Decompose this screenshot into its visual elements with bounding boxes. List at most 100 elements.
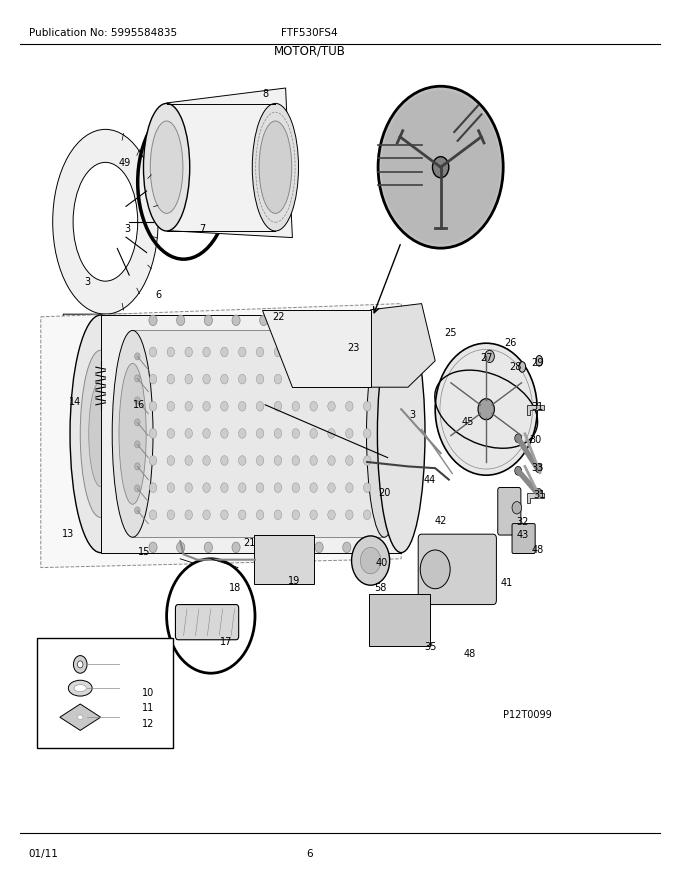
Ellipse shape <box>367 330 402 537</box>
Circle shape <box>310 401 318 411</box>
Circle shape <box>239 401 246 411</box>
Circle shape <box>149 401 156 411</box>
Circle shape <box>345 401 353 411</box>
Circle shape <box>352 536 390 585</box>
Circle shape <box>149 510 156 519</box>
Circle shape <box>220 483 228 493</box>
Circle shape <box>135 463 140 470</box>
Ellipse shape <box>259 121 292 213</box>
Text: 3: 3 <box>409 410 416 421</box>
Circle shape <box>315 542 323 553</box>
Circle shape <box>256 401 264 411</box>
Circle shape <box>220 347 228 357</box>
Ellipse shape <box>73 162 137 281</box>
Text: 10: 10 <box>142 687 154 698</box>
Text: FTF530FS4: FTF530FS4 <box>281 28 338 39</box>
Circle shape <box>220 401 228 411</box>
Circle shape <box>310 429 318 438</box>
Circle shape <box>310 347 318 357</box>
Circle shape <box>203 401 210 411</box>
Circle shape <box>345 456 353 466</box>
Circle shape <box>328 347 335 357</box>
Circle shape <box>167 401 175 411</box>
Text: 28: 28 <box>509 362 522 372</box>
Circle shape <box>328 401 335 411</box>
Ellipse shape <box>78 715 83 720</box>
Circle shape <box>177 542 185 553</box>
Text: 43: 43 <box>516 530 528 540</box>
Circle shape <box>360 547 381 574</box>
Circle shape <box>328 510 335 519</box>
FancyBboxPatch shape <box>498 488 521 535</box>
Circle shape <box>343 315 351 326</box>
Circle shape <box>167 559 255 673</box>
Circle shape <box>364 429 371 438</box>
Circle shape <box>232 315 240 326</box>
Text: 15: 15 <box>138 546 150 557</box>
Circle shape <box>203 374 210 384</box>
Polygon shape <box>167 88 292 238</box>
Text: 31: 31 <box>533 489 545 500</box>
Polygon shape <box>133 330 384 537</box>
Text: 20: 20 <box>378 488 390 498</box>
Circle shape <box>328 456 335 466</box>
Circle shape <box>220 374 228 384</box>
Circle shape <box>345 510 353 519</box>
Circle shape <box>343 542 351 553</box>
Circle shape <box>512 502 522 514</box>
Polygon shape <box>527 405 544 415</box>
Circle shape <box>149 315 157 326</box>
Text: 58: 58 <box>375 583 387 593</box>
Circle shape <box>167 429 175 438</box>
Text: 01/11: 01/11 <box>29 848 58 859</box>
Ellipse shape <box>519 362 526 372</box>
Ellipse shape <box>74 685 86 692</box>
Text: 23: 23 <box>347 342 360 353</box>
Circle shape <box>135 485 140 492</box>
Ellipse shape <box>377 315 425 553</box>
Circle shape <box>364 347 371 357</box>
Polygon shape <box>262 310 371 387</box>
Circle shape <box>364 401 371 411</box>
Text: 40: 40 <box>376 558 388 568</box>
Circle shape <box>256 510 264 519</box>
Ellipse shape <box>68 680 92 696</box>
Circle shape <box>478 399 494 420</box>
Text: 35: 35 <box>424 642 437 652</box>
FancyBboxPatch shape <box>369 594 430 646</box>
Circle shape <box>292 483 299 493</box>
Circle shape <box>256 429 264 438</box>
Circle shape <box>432 157 449 178</box>
Text: 16: 16 <box>133 400 145 410</box>
Circle shape <box>239 429 246 438</box>
Circle shape <box>135 353 140 360</box>
Circle shape <box>203 456 210 466</box>
Circle shape <box>167 347 175 357</box>
Text: 19: 19 <box>288 576 300 586</box>
Text: 3: 3 <box>84 276 90 287</box>
Circle shape <box>135 397 140 404</box>
Circle shape <box>149 542 157 553</box>
Circle shape <box>167 483 175 493</box>
Circle shape <box>167 374 175 384</box>
Text: 14: 14 <box>69 397 81 407</box>
Text: 12: 12 <box>142 719 154 730</box>
Polygon shape <box>63 314 148 358</box>
Circle shape <box>292 401 299 411</box>
Text: 29: 29 <box>531 357 543 368</box>
Circle shape <box>345 429 353 438</box>
Circle shape <box>73 656 87 673</box>
Circle shape <box>232 542 240 553</box>
Circle shape <box>135 419 140 426</box>
Circle shape <box>274 429 282 438</box>
Circle shape <box>274 456 282 466</box>
Circle shape <box>220 429 228 438</box>
Circle shape <box>149 347 156 357</box>
Circle shape <box>345 347 353 357</box>
Circle shape <box>185 347 192 357</box>
Circle shape <box>288 315 296 326</box>
Circle shape <box>220 456 228 466</box>
Circle shape <box>185 401 192 411</box>
Circle shape <box>203 510 210 519</box>
Circle shape <box>239 510 246 519</box>
